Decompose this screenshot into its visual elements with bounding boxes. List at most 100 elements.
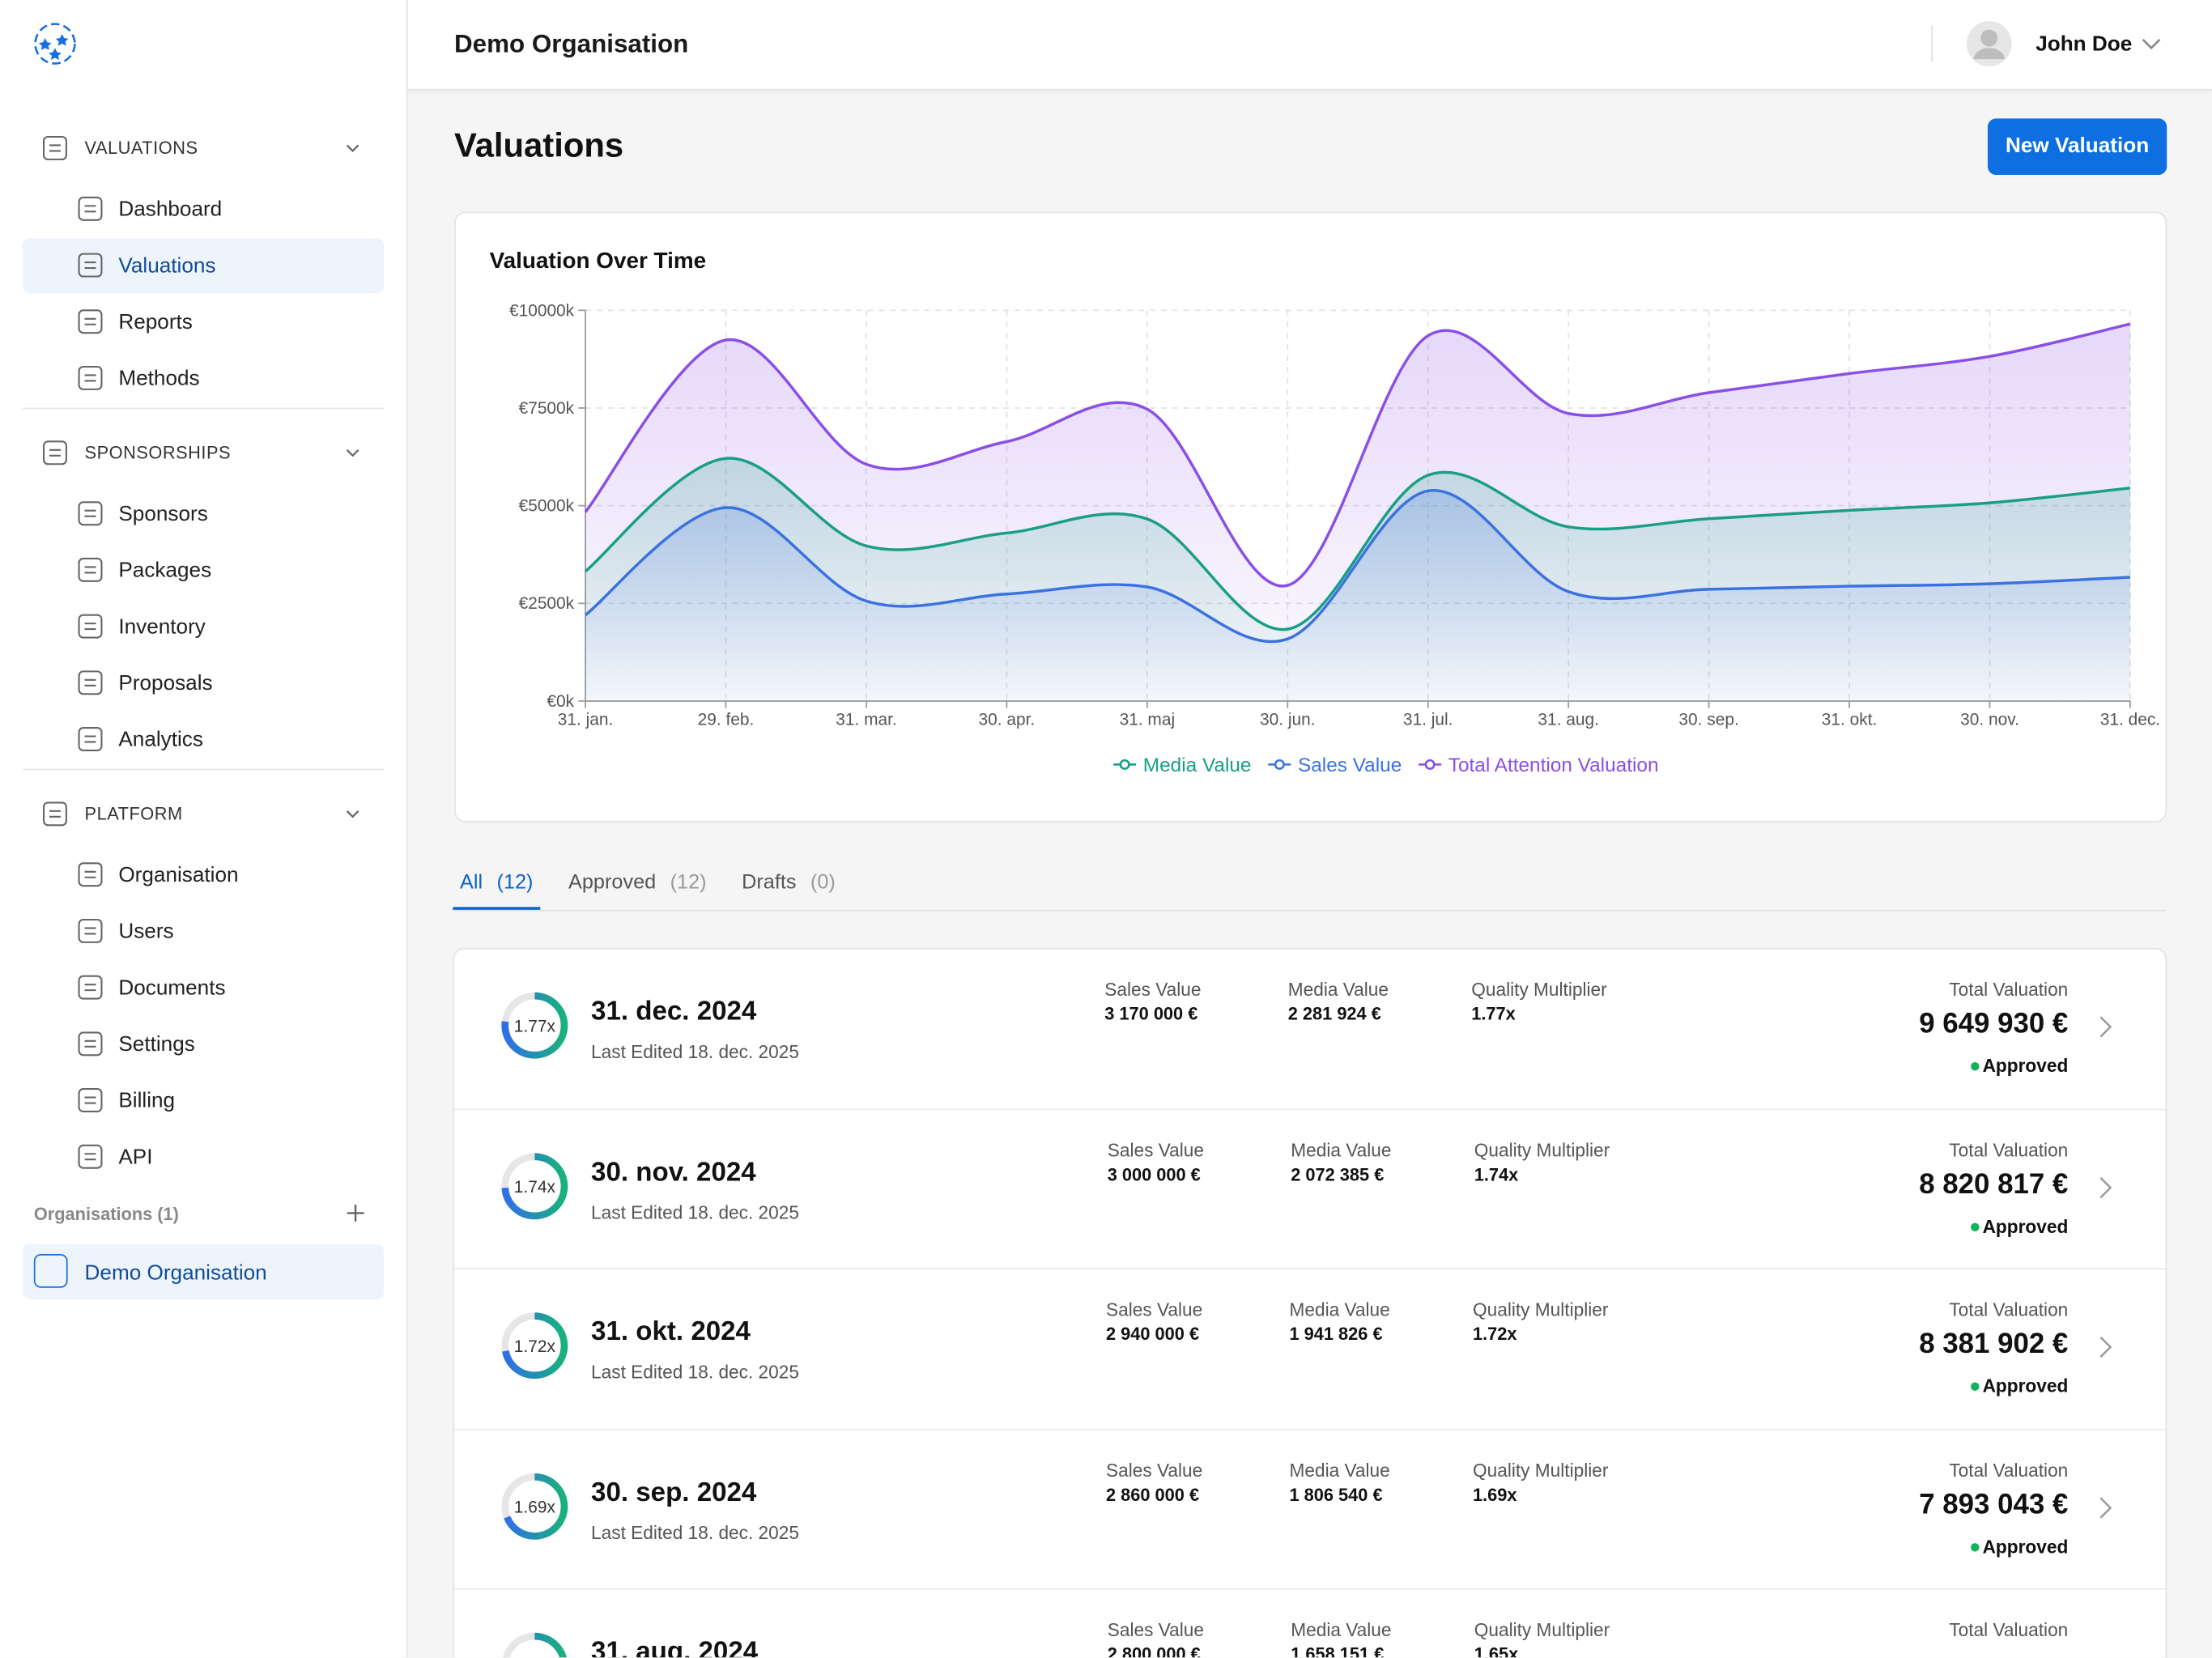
- icon-shape: [42, 440, 67, 466]
- nav-item[interactable]: Analytics: [118, 728, 203, 752]
- icon-shape: [84, 1153, 96, 1161]
- nav-icon: [78, 670, 103, 695]
- column-label: Media Value: [1291, 1619, 1392, 1641]
- chevron-down[interactable]: [2142, 36, 2161, 50]
- chart: €0k €2500k €5000k €7500k €10000k 31. jan. 29. …: [509, 301, 2160, 776]
- tab-count[interactable]: (12): [496, 871, 534, 895]
- chevron-right: [2099, 1176, 2112, 1198]
- section-chevron[interactable]: [344, 133, 361, 165]
- nav-icon: [78, 1031, 103, 1056]
- nav-item[interactable]: Billing: [118, 1089, 176, 1113]
- status-dot: [1971, 1382, 1980, 1391]
- row-chevron[interactable]: [2096, 1493, 2113, 1528]
- user-name[interactable]: John Doe: [2035, 32, 2133, 57]
- legend-label: Media Value: [1143, 755, 1252, 776]
- nav-item[interactable]: API: [118, 1145, 153, 1170]
- organisation-item[interactable]: Demo Organisation: [84, 1261, 267, 1286]
- icon-shape: [42, 135, 67, 160]
- column-value: 1 658 151 €: [1291, 1644, 1385, 1658]
- legend-label: Sales Value: [1298, 755, 1402, 776]
- icon-shape: [84, 261, 96, 270]
- row-date[interactable]: 31. dec. 2024: [591, 997, 757, 1027]
- icon-shape: [78, 1144, 103, 1169]
- icon-shape: [78, 975, 103, 1000]
- icon-shape: [78, 1088, 103, 1113]
- icon-shape: [78, 501, 103, 526]
- nav-icon: [78, 614, 103, 639]
- row-date[interactable]: 30. sep. 2024: [591, 1477, 757, 1507]
- nav-item[interactable]: Inventory: [118, 614, 206, 640]
- nav-item[interactable]: Reports: [118, 310, 193, 334]
- nav-item[interactable]: Documents: [118, 976, 226, 1001]
- status-dot: [1971, 1222, 1980, 1231]
- section-icon: [42, 135, 67, 160]
- icon-shape: [78, 557, 103, 582]
- nav-item[interactable]: Organisation: [118, 863, 239, 887]
- nav-icon: [78, 253, 103, 278]
- section-title[interactable]: PLATFORM: [84, 804, 183, 824]
- nav-item[interactable]: Methods: [118, 367, 200, 391]
- total-value: 9 649 930 €: [1919, 1008, 2069, 1040]
- section-chevron[interactable]: [344, 437, 361, 470]
- nav-icon: [78, 975, 103, 1000]
- icon-shape: [84, 735, 96, 743]
- column-label: Quality Multiplier: [1473, 1459, 1609, 1481]
- icon-shape: [78, 309, 103, 334]
- column-label: Sales Value: [1107, 1619, 1204, 1641]
- row-date[interactable]: 31. okt. 2024: [591, 1317, 751, 1347]
- tab-label[interactable]: Drafts: [742, 871, 797, 895]
- row-date[interactable]: 31. aug. 2024: [591, 1637, 759, 1658]
- ring-label: 1.77x: [514, 1018, 556, 1036]
- column-value: 1.69x: [1473, 1484, 1517, 1505]
- nav-item[interactable]: Proposals: [118, 671, 213, 695]
- x-tick-label: 30. nov.: [1960, 711, 2019, 729]
- icon-shape: [78, 365, 103, 390]
- x-tick-label: 30. sep.: [1678, 711, 1738, 729]
- nav-item[interactable]: Valuations: [118, 253, 216, 278]
- total-label: Total Valuation: [1949, 1299, 2069, 1320]
- row-divider: [454, 1588, 2166, 1590]
- multiplier-ring: 1.72x: [501, 1312, 568, 1380]
- column-value: 2 860 000 €: [1106, 1484, 1200, 1505]
- nav-item[interactable]: Users: [118, 920, 174, 944]
- section-icon: [42, 440, 67, 466]
- icon-shape: [42, 801, 67, 827]
- nav-icon: [78, 1088, 103, 1113]
- active-item-bg: [22, 238, 384, 294]
- avatar[interactable]: [1966, 21, 2012, 66]
- row-chevron[interactable]: [2096, 1333, 2113, 1369]
- status-dot: [1971, 1061, 1980, 1071]
- x-tick-label: 31. dec.: [2100, 711, 2160, 729]
- icon-shape: [78, 253, 103, 278]
- column-label: Sales Value: [1107, 1138, 1204, 1161]
- row-chevron[interactable]: [2096, 1013, 2113, 1048]
- nav-item[interactable]: Settings: [118, 1032, 195, 1057]
- y-tick-label: €0k: [547, 692, 574, 711]
- tab-count[interactable]: (12): [670, 871, 707, 895]
- section-chevron[interactable]: [344, 798, 361, 831]
- add-organisation[interactable]: [344, 1197, 367, 1237]
- nav-item[interactable]: Sponsors: [118, 502, 208, 526]
- total-label: Total Valuation: [1949, 1619, 2069, 1641]
- row-chevron[interactable]: [2096, 1173, 2113, 1209]
- row-divider: [454, 1107, 2166, 1110]
- total-label: Total Valuation: [1949, 1459, 2069, 1481]
- tab-label[interactable]: Approved: [568, 871, 657, 895]
- column-label: Media Value: [1287, 979, 1389, 1001]
- sidebar-divider: [22, 407, 384, 410]
- nav-item[interactable]: Packages: [118, 558, 212, 583]
- section-title[interactable]: VALUATIONS: [84, 138, 198, 159]
- nav-item[interactable]: Dashboard: [118, 197, 223, 222]
- new-valuation-button[interactable]: New Valuation: [1987, 118, 2167, 176]
- icon-shape: [84, 566, 96, 574]
- y-tick-label: €2500k: [519, 594, 575, 613]
- icon-shape: [84, 374, 96, 382]
- tab-count[interactable]: (0): [810, 871, 836, 895]
- column-value: 1 941 826 €: [1289, 1324, 1383, 1345]
- total-value: 8 820 817 €: [1919, 1168, 2069, 1200]
- row-edited: Last Edited 18. dec. 2025: [591, 1201, 799, 1222]
- tab-label[interactable]: All: [460, 871, 483, 895]
- row-date[interactable]: 30. nov. 2024: [591, 1157, 756, 1188]
- section-title[interactable]: SPONSORSHIPS: [84, 443, 232, 463]
- column-value: 1 806 540 €: [1289, 1484, 1383, 1505]
